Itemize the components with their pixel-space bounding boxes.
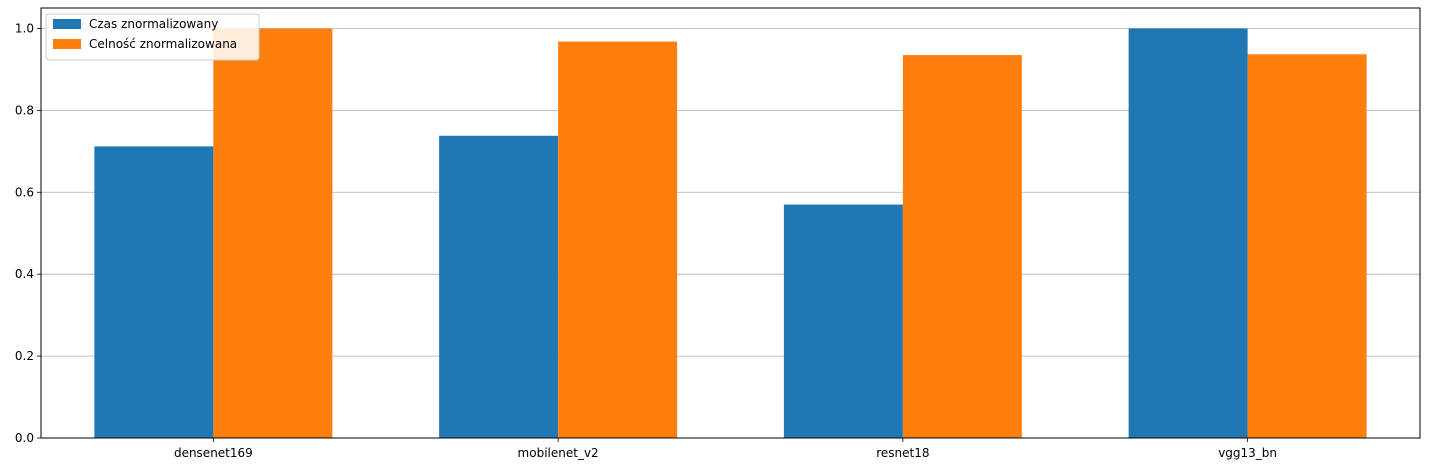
- legend-swatch-celnosc: [53, 39, 81, 49]
- x-axis: densenet169 mobilenet_v2 resnet18 vgg13_bn: [174, 438, 1277, 460]
- bar-czas-vgg13_bn: [1128, 28, 1248, 438]
- legend: Czas znormalizowany Celność znormalizowa…: [45, 13, 260, 61]
- y-axis: 0.0 0.2 0.4 0.6 0.8 1.0: [15, 21, 41, 445]
- x-tick-label: vgg13_bn: [1218, 446, 1277, 460]
- y-tick-label: 0.4: [15, 267, 34, 281]
- bar-celnosc-vgg13_bn: [1247, 54, 1367, 439]
- bar-czas-mobilenet_v2: [439, 135, 559, 438]
- y-tick-label: 0.2: [15, 349, 34, 363]
- y-tick-label: 0.6: [15, 185, 34, 199]
- bar-celnosc-resnet18: [902, 55, 1022, 438]
- plot-frame: [40, 7, 1421, 439]
- x-tick-label: mobilenet_v2: [518, 446, 599, 460]
- y-tick-label: 1.0: [15, 21, 34, 35]
- bar-czas-densenet169: [94, 146, 214, 438]
- bar-czas-resnet18: [783, 204, 903, 438]
- bar-celnosc-mobilenet_v2: [558, 41, 678, 438]
- legend-label-czas: Czas znormalizowany: [89, 17, 218, 31]
- x-tick-label: densenet169: [174, 446, 253, 460]
- x-tick-label: resnet18: [876, 446, 929, 460]
- bars: [94, 28, 1367, 439]
- legend-label-celnosc: Celność znormalizowana: [89, 37, 237, 51]
- bar-celnosc-densenet169: [213, 28, 333, 438]
- y-tick-label: 0.8: [15, 103, 34, 117]
- legend-box: [45, 13, 260, 61]
- legend-swatch-czas: [53, 19, 81, 29]
- y-tick-label: 0.0: [15, 431, 34, 445]
